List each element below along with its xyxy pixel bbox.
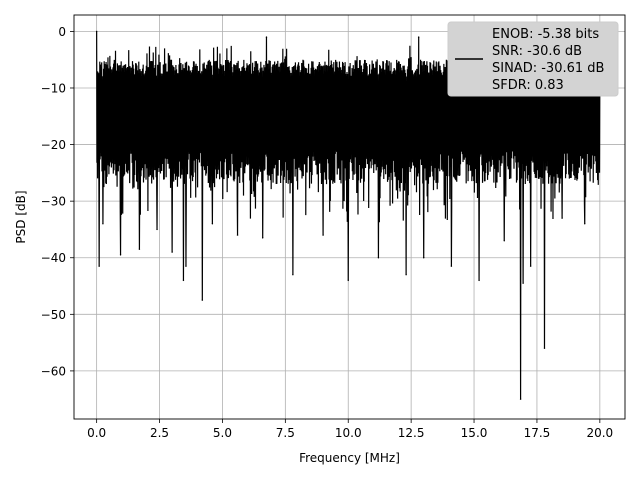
psd-data-point <box>102 223 104 225</box>
psd-data-point <box>201 299 204 301</box>
psd-data-point <box>417 36 420 38</box>
psd-data-point <box>347 279 349 282</box>
psd-data-point <box>584 223 586 225</box>
psd-data-point <box>478 279 480 282</box>
legend-snr: SNR: -30.6 dB <box>492 44 582 59</box>
psd-data-point <box>261 237 264 239</box>
psd-data-point <box>543 347 546 349</box>
x-tick-label: 7.5 <box>276 426 295 440</box>
psd-data-point <box>292 274 294 276</box>
legend: ENOB: -5.38 bits SNR: -30.6 dB SINAD: -3… <box>447 21 619 97</box>
y-tick-label: −30 <box>41 195 66 209</box>
psd-data-point <box>561 217 563 219</box>
legend-enob: ENOB: -5.38 bits <box>492 27 599 42</box>
y-tick-label: −50 <box>41 308 66 322</box>
x-tick-label: 10.0 <box>335 426 362 440</box>
x-tick-label: 15.0 <box>461 426 488 440</box>
legend-sfdr: SFDR: 0.83 <box>492 78 564 93</box>
x-tick-label: 17.5 <box>524 426 551 440</box>
psd-trace-group <box>95 30 601 400</box>
x-axis-label: Frequency [MHz] <box>299 451 400 465</box>
y-tick-label: 0 <box>58 25 66 39</box>
psd-data-point <box>522 282 524 284</box>
psd-data-point <box>211 223 214 225</box>
axes-frame <box>73 14 626 420</box>
psd-data-point <box>138 248 141 250</box>
psd-data-point <box>377 257 380 259</box>
y-tick-label: −40 <box>41 251 66 265</box>
psd-data-point <box>322 234 324 236</box>
psd-data-point <box>185 265 187 267</box>
psd-data-point <box>503 240 505 242</box>
psd-data-point <box>265 36 268 38</box>
psd-data-point <box>182 279 185 282</box>
psd-data-point <box>156 228 158 231</box>
x-ticks: 0.0 2.5 5.0 7.5 10.0 12.5 15.0 17.5 20.0 <box>87 419 613 440</box>
y-tick-label: −20 <box>41 138 66 152</box>
psd-data-point <box>450 265 453 267</box>
psd-data-point <box>405 274 407 276</box>
y-tick-label: −10 <box>41 81 66 95</box>
psd-data-point <box>119 254 122 256</box>
y-tick-label: −60 <box>41 364 66 378</box>
psd-data-point <box>95 30 98 33</box>
psd-data-point <box>236 234 239 236</box>
y-axis-label: PSD [dB] <box>14 190 28 243</box>
psd-data-point <box>423 257 425 259</box>
x-tick-label: 12.5 <box>398 426 425 440</box>
psd-data-point <box>529 265 532 267</box>
psd-data-point <box>98 265 100 267</box>
x-tick-label: 5.0 <box>213 426 232 440</box>
psd-data-point <box>519 398 522 400</box>
y-ticks: 0 −10 −20 −30 −40 −50 −60 <box>41 25 74 378</box>
legend-sinad: SINAD: -30.61 dB <box>492 61 604 76</box>
x-tick-label: 2.5 <box>150 426 169 440</box>
legend-box <box>447 21 619 97</box>
x-tick-label: 0.0 <box>87 426 106 440</box>
x-tick-label: 20.0 <box>586 426 613 440</box>
psd-data-point <box>171 251 173 253</box>
